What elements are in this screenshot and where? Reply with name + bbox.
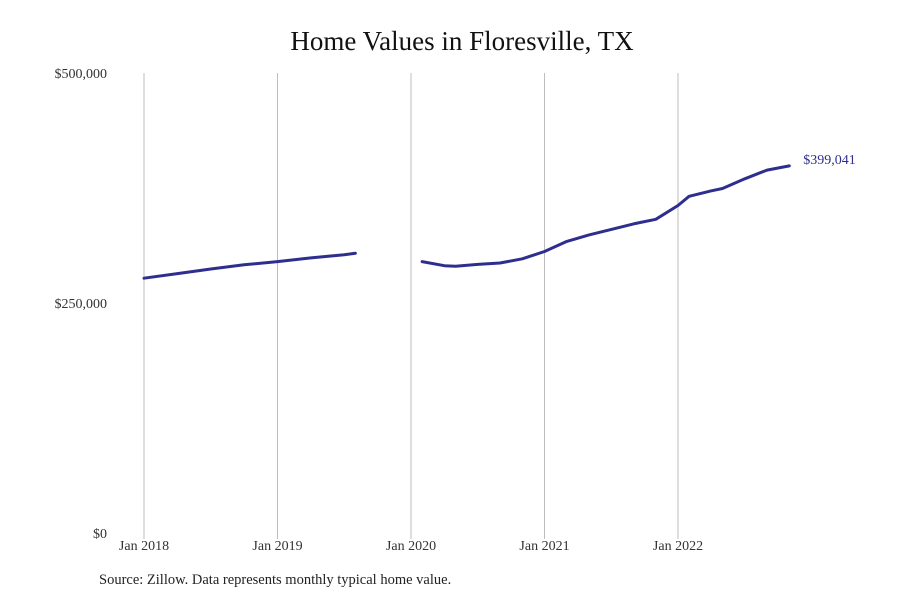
y-axis-ticks: $0 $250,000 $500,000 (55, 67, 108, 542)
x-tick-label: Jan 2018 (119, 539, 169, 554)
series-line-segment-2 (420, 164, 791, 268)
source-note: Source: Zillow. Data represents monthly … (99, 572, 452, 588)
series-line-segment-1 (142, 251, 357, 280)
x-tick-label: Jan 2020 (386, 539, 436, 554)
data-labels: $399,041 (803, 153, 856, 168)
y-tick-label: $0 (93, 527, 107, 542)
x-axis-ticks: Jan 2018 Jan 2019 Jan 2020 Jan 2021 Jan 2022 (119, 539, 703, 554)
end-value-label: $399,041 (803, 153, 856, 168)
x-tick-label: Jan 2021 (519, 539, 569, 554)
series-lines (142, 164, 791, 280)
chart-title: Home Values in Floresville, TX (290, 26, 634, 56)
y-tick-label: $500,000 (55, 67, 108, 82)
y-tick-label: $250,000 (55, 297, 108, 312)
grid-lines (143, 73, 679, 539)
x-tick-label: Jan 2022 (653, 539, 703, 554)
x-tick-label: Jan 2019 (252, 539, 302, 554)
